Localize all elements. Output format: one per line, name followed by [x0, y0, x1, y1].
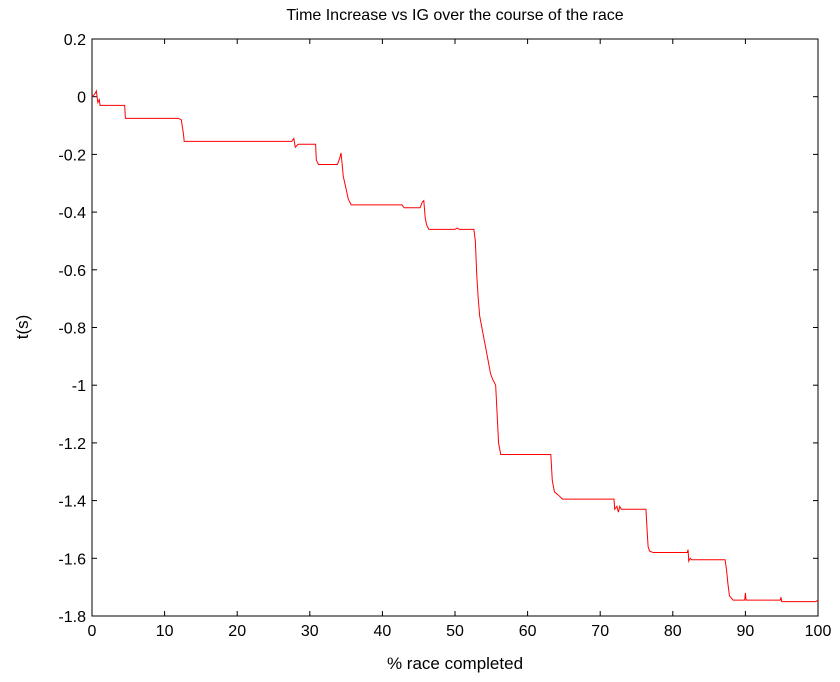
x-tick-label: 40 — [374, 623, 392, 640]
y-tick-label: 0.2 — [64, 32, 86, 49]
x-tick-label: 50 — [446, 623, 464, 640]
x-tick-label: 0 — [88, 623, 97, 640]
y-tick-label: -1.4 — [58, 494, 86, 511]
y-tick-label: -1.6 — [58, 551, 86, 568]
y-tick-label: 0 — [77, 90, 86, 107]
y-axis-title: t(s) — [13, 315, 32, 340]
x-tick-label: 30 — [301, 623, 319, 640]
axis-ticks: 0 10 20 30 40 50 60 70 80 90 100 0.2 0 -0.2 -0.4 -0.6 -0… — [58, 32, 831, 640]
x-tick-label: 60 — [519, 623, 537, 640]
y-tick-label: -1.2 — [58, 436, 86, 453]
x-tick-label: 70 — [591, 623, 609, 640]
y-tick-label: -1.8 — [58, 609, 86, 626]
y-tick-label: -0.8 — [58, 321, 86, 338]
plot-area — [91, 38, 819, 617]
x-tick-label: 80 — [664, 623, 682, 640]
series-layer — [91, 89, 819, 603]
y-tick-label: -1 — [72, 378, 86, 395]
x-tick-label: 20 — [228, 623, 246, 640]
chart-title: Time Increase vs IG over the course of t… — [286, 7, 623, 24]
y-tick-label: -0.2 — [58, 147, 86, 164]
x-tick-label: 100 — [805, 623, 832, 640]
x-tick-label: 10 — [156, 623, 174, 640]
x-tick-label: 90 — [737, 623, 755, 640]
y-tick-label: -0.6 — [58, 263, 86, 280]
series-line-0 — [91, 89, 819, 603]
x-axis-title: % race completed — [387, 654, 523, 673]
y-tick-label: -0.4 — [58, 205, 86, 222]
